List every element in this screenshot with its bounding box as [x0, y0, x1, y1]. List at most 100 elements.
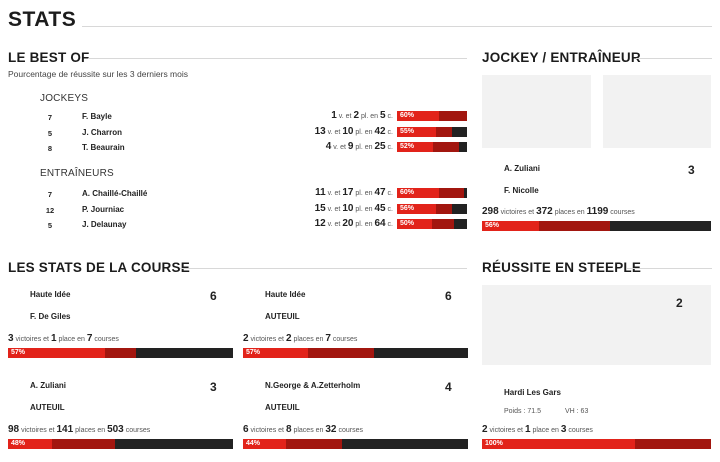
trainer-row-name[interactable]: A. Chaillé-Chaillé [82, 189, 148, 198]
race-card-number: 4 [445, 380, 452, 394]
race-card-line2[interactable]: AUTEUIL [265, 312, 300, 321]
pair-number: 3 [688, 163, 695, 177]
trainer-row-stats: 12 v. et 20 pl. en 64 c. [315, 218, 393, 229]
trainer-row-wins: 12 [314, 218, 326, 229]
race-card-races: 503 [107, 424, 124, 435]
best-of-title: LE BEST OF [8, 50, 90, 65]
jockey-row-win-fill [397, 126, 436, 137]
steeple-number: 2 [676, 296, 683, 310]
places-word: pl. en [355, 144, 373, 151]
trainer-row-win-fill [397, 188, 439, 198]
race-card-line2[interactable]: AUTEUIL [30, 403, 65, 412]
places-word: pl. en [355, 221, 373, 228]
jockey-row-rank: 8 [47, 144, 53, 153]
jockey-row-percent: 60% [400, 112, 415, 119]
trainer-row-rank: 7 [47, 190, 53, 199]
wins-word: v. et [327, 190, 341, 197]
jockey-name[interactable]: A. Zuliani [504, 164, 540, 173]
jockey-row-races: 25 [374, 141, 386, 152]
race-card-place-fill [243, 348, 374, 358]
wins-word: v. et [333, 144, 346, 151]
race-card-percent: 44% [246, 440, 261, 447]
race-card-line1[interactable]: Haute Idée [30, 290, 71, 299]
jockey-photo [482, 75, 591, 148]
steeple-win-fill [482, 439, 636, 449]
jockey-row-name[interactable]: J. Charron [82, 127, 123, 137]
trainer-row-places: 17 [342, 187, 354, 198]
jockey-trainer-title: JOCKEY / ENTRAÎNEUR [482, 50, 641, 65]
trainer-row-name[interactable]: P. Journiac [82, 204, 125, 214]
jockey-row-success-bar: 52% [397, 142, 467, 152]
race-card-places: 141 [56, 424, 74, 435]
jockey-row-rank: 5 [47, 128, 53, 138]
trainer-name[interactable]: F. Nicolle [504, 186, 539, 195]
pair-races: 1199 [586, 206, 609, 217]
race-card-places: 1 [50, 333, 57, 344]
races-word: c. [387, 205, 393, 213]
jockey-row-places: 9 [347, 141, 354, 152]
jockey-row-stats: 4 v. et 9 pl. en 25 c. [326, 141, 393, 152]
wins-word: victoires et [500, 209, 535, 216]
races-word: c. [387, 113, 393, 120]
trainer-row-name[interactable]: J. Delaunay [82, 220, 127, 229]
steeple-horse-name[interactable]: Hardi Les Gars [504, 388, 561, 397]
races-word: courses [610, 209, 635, 216]
trainer-row-success-bar: 50% [397, 219, 467, 229]
places-word: pl. en [355, 128, 373, 136]
wins-word: v. et [327, 221, 341, 228]
steeple-photo [482, 285, 711, 365]
race-card-line1[interactable]: N.George & A.Zetterholm [265, 381, 361, 390]
race-card-line2[interactable]: AUTEUIL [265, 403, 300, 412]
jockey-row-name[interactable]: F. Bayle [82, 112, 112, 121]
pair-stats-line: 298 victoires et 372 places en 1199 cour… [482, 206, 635, 217]
place-word: place en [532, 427, 559, 434]
trainer-row-percent: 50% [400, 220, 415, 227]
places-word: pl. en [360, 113, 379, 120]
race-card-win-fill [8, 348, 105, 358]
trainer-row-places: 10 [342, 202, 354, 214]
steeple-percent: 100% [485, 440, 503, 447]
pair-success-bar: 56% [482, 221, 711, 231]
trainer-row-success-bar: 60% [397, 188, 467, 198]
steeple-divider [627, 268, 712, 269]
trainer-row-win-fill [397, 203, 437, 214]
trainer-row-rank: 12 [45, 205, 55, 215]
trainer-photo [603, 75, 711, 148]
steeple-places: 1 [524, 424, 531, 435]
steeple-stats-line: 2 victoires et 1 place en 3 courses [482, 424, 593, 435]
race-card-stats-line: 2 victoires et 2 places en 7 courses [243, 333, 357, 344]
steeple-races: 3 [560, 424, 567, 435]
trainer-row-wins: 11 [315, 187, 326, 198]
jockey-row-races: 42 [374, 125, 386, 137]
race-card-percent: 57% [11, 349, 26, 356]
races-word: c. [387, 144, 393, 151]
race-card-line1[interactable]: A. Zuliani [30, 381, 66, 390]
steeple-vh: VH : 63 [565, 408, 589, 415]
jockey-row-stats: 13 v. et 10 pl. en 42 c. [315, 126, 393, 137]
race-card-races: 32 [325, 424, 337, 435]
jockey-row-name[interactable]: T. Beaurain [82, 143, 125, 152]
race-card-races: 7 [325, 333, 331, 344]
jockey-row-wins: 1 [331, 110, 337, 121]
wins-word: victoires et [250, 336, 284, 343]
race-stats-divider [180, 268, 467, 269]
wins-word: v. et [327, 128, 341, 136]
jockey-row-stats: 1 v. et 2 pl. en 5 c. [331, 110, 393, 121]
trainer-row-stats: 11 v. et 17 pl. en 47 c. [315, 187, 393, 198]
race-card-stats-line: 3 victoires et 1 place en 7 courses [8, 333, 119, 344]
race-card-number: 6 [445, 289, 452, 303]
trainer-row-races: 45 [374, 202, 386, 214]
jockey-row-wins: 4 [325, 141, 332, 152]
jockeys-label: JOCKEYS [40, 93, 89, 104]
race-card-percent: 57% [246, 349, 261, 356]
jockey-row-percent: 52% [400, 143, 415, 150]
jockey-row-rank: 7 [47, 113, 53, 122]
race-card-line1[interactable]: Haute Idée [265, 290, 306, 299]
race-card-place-fill [243, 439, 342, 449]
race-card-line2[interactable]: F. De Giles [30, 312, 71, 321]
race-card-races: 7 [86, 333, 93, 344]
wins-word: victoires et [21, 427, 55, 434]
races-word: courses [125, 427, 151, 434]
places-word: pl. en [355, 205, 373, 213]
trainer-row-percent: 56% [400, 204, 415, 212]
